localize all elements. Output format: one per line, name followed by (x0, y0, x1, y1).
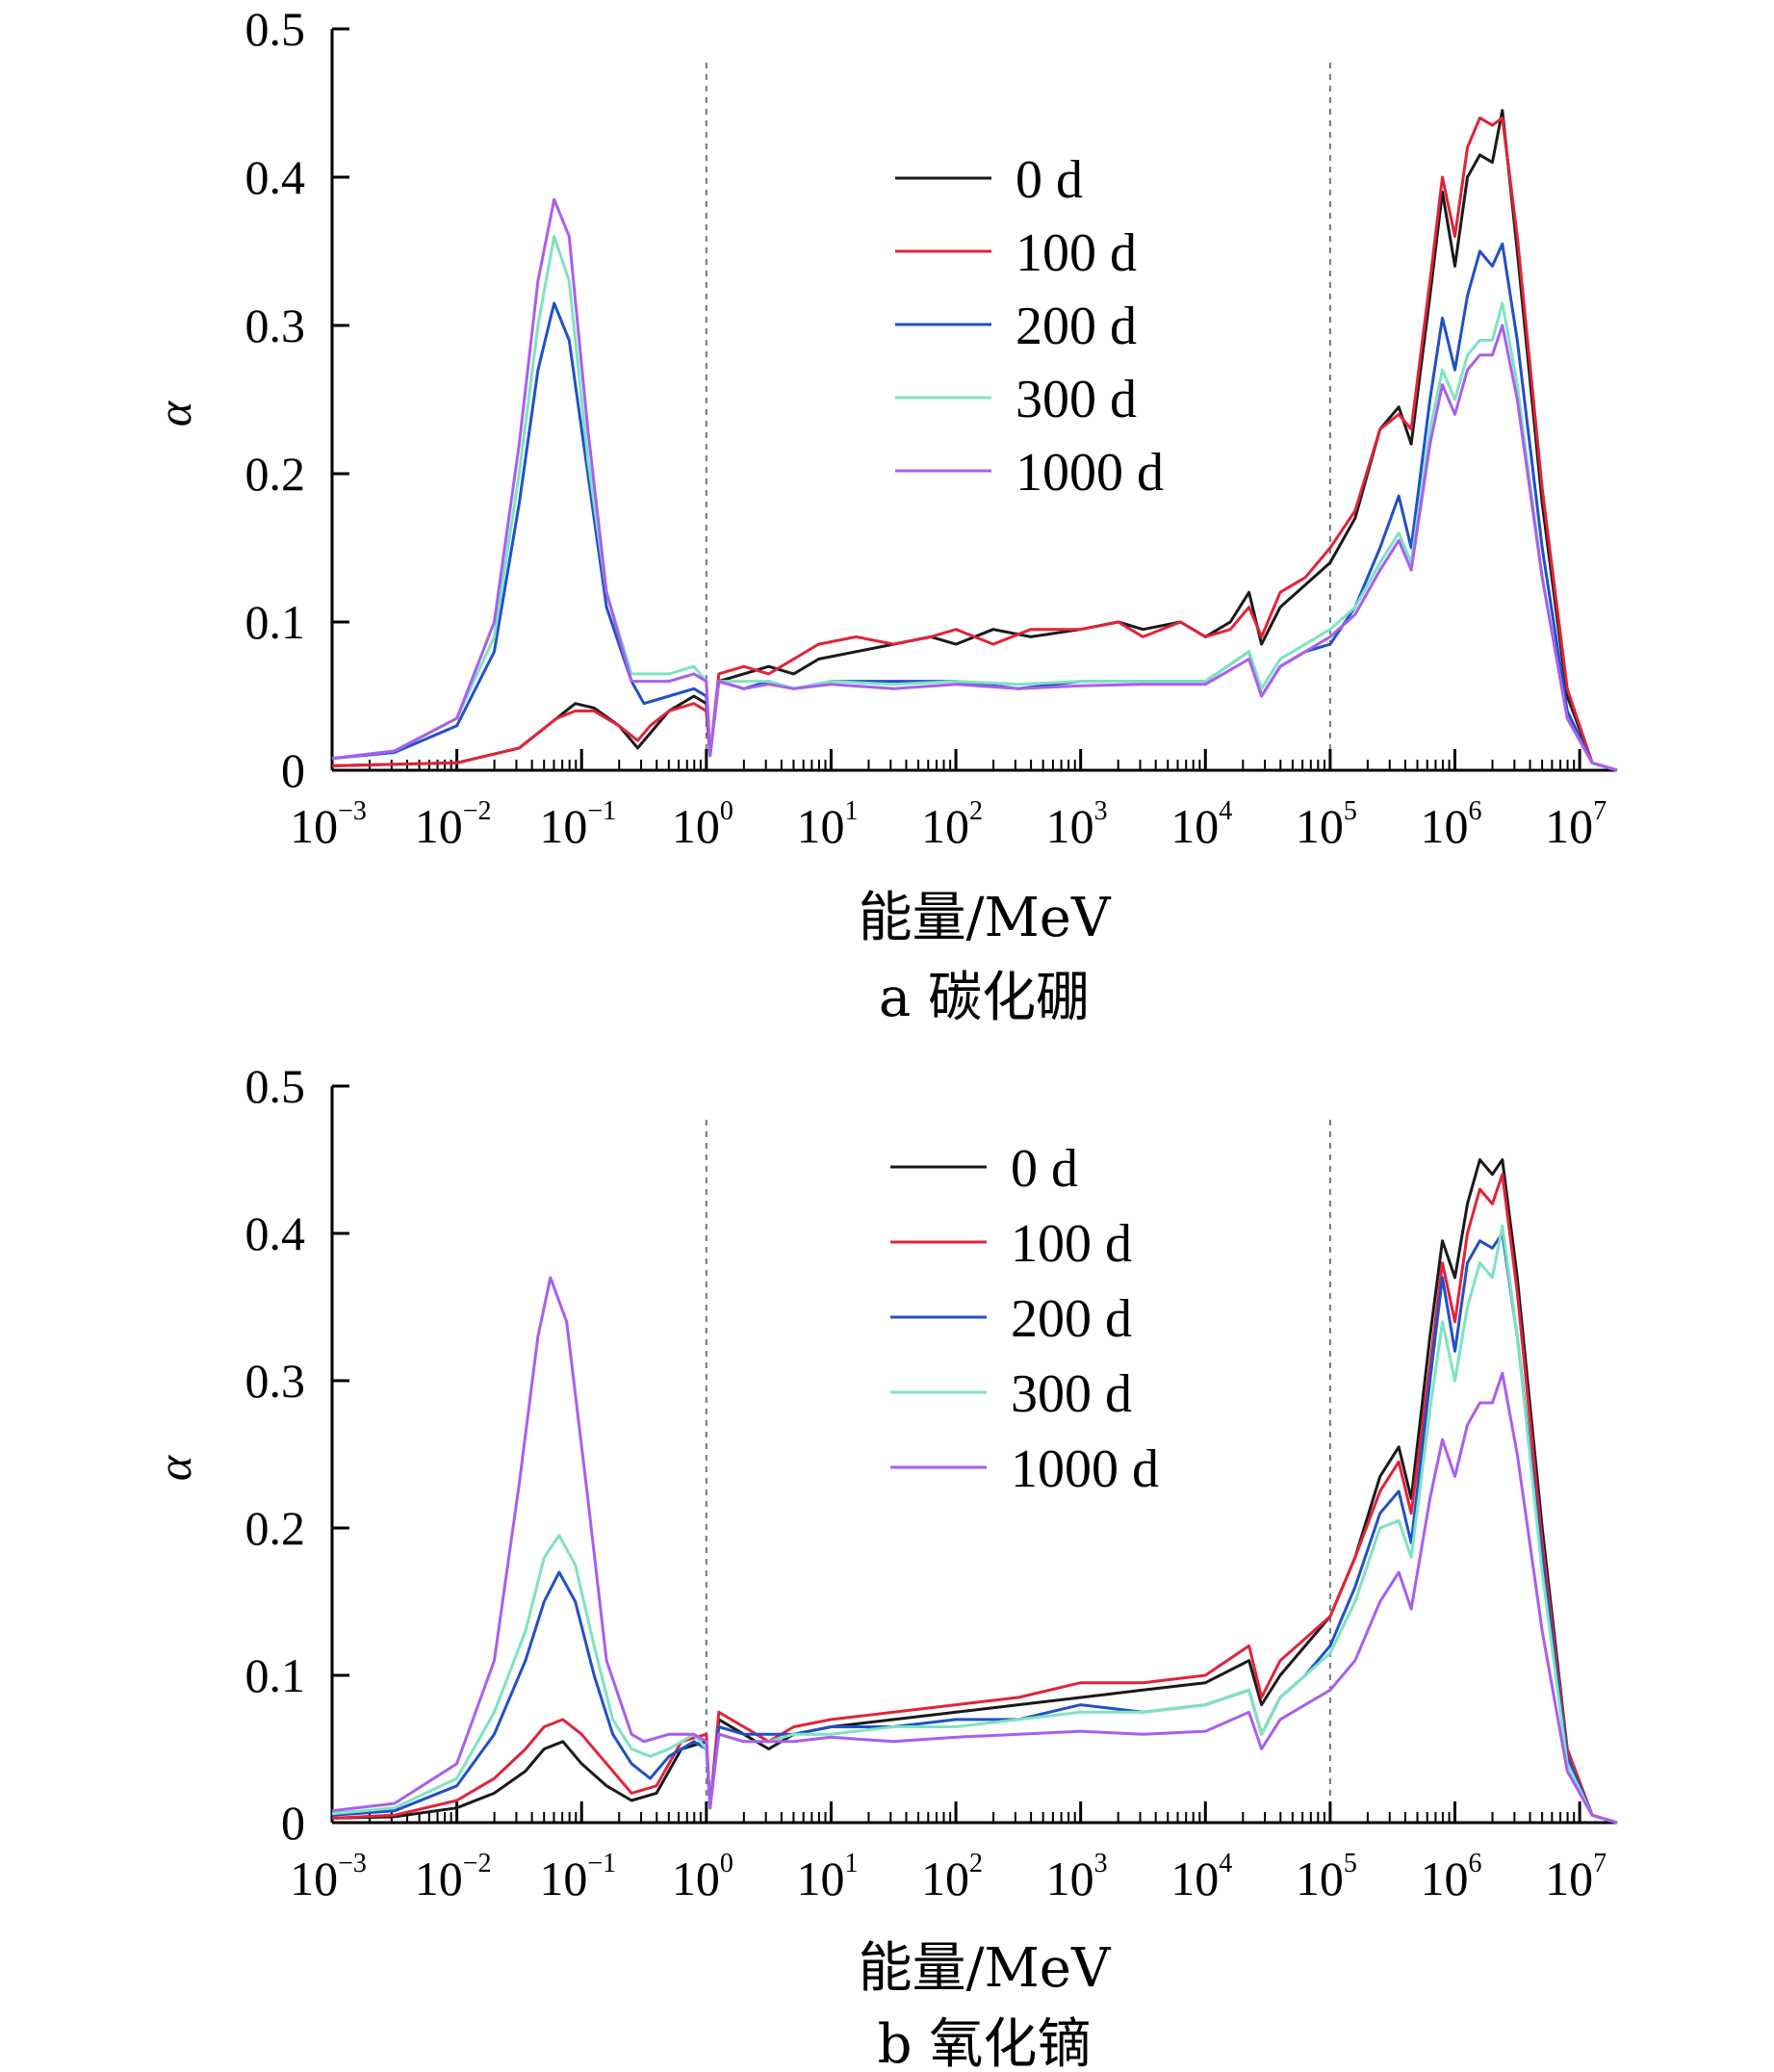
x-tick-label: 107 (1545, 1849, 1607, 1905)
legend-entry: 1000 d (1016, 443, 1164, 503)
y-tick-label: 0.1 (245, 595, 306, 649)
series-line-100d (331, 116, 1618, 772)
series-line-1000d (331, 197, 1618, 772)
legend-entry: 1000 d (1011, 1439, 1159, 1499)
x-tick-label: 103 (1046, 796, 1108, 853)
y-tick-label: 0.4 (245, 150, 306, 204)
legend-entry: 0 d (1011, 1139, 1078, 1199)
legend: 0 d 100 d 200 d 300 d 1000 d (890, 1139, 1159, 1499)
legend-entry: 300 d (1016, 370, 1137, 429)
x-tick-label: 10−2 (415, 796, 492, 853)
x-tick-label: 10−2 (415, 1849, 492, 1905)
x-tick-label: 101 (796, 796, 858, 853)
legend-entry: 200 d (1011, 1289, 1132, 1349)
y-tick-label: 0.5 (245, 1059, 306, 1113)
y-tick-label: 0.2 (245, 1501, 306, 1555)
legend-entry: 100 d (1011, 1214, 1132, 1274)
legend-entry: 0 d (1016, 150, 1083, 210)
y-tick-label: 0.5 (245, 2, 306, 56)
y-axis-label: α (147, 400, 201, 427)
panel-caption: a 碳化硼 (879, 967, 1090, 1029)
x-tick-label: 106 (1421, 1849, 1482, 1905)
series-line-300d (331, 235, 1618, 772)
series-line-200d (331, 1231, 1618, 1825)
x-tick-label: 107 (1545, 796, 1607, 853)
legend-entry: 300 d (1011, 1364, 1132, 1424)
x-tick-label: 10−3 (290, 1849, 367, 1905)
y-tick-label: 0 (281, 743, 305, 797)
x-tick-label: 104 (1170, 1849, 1232, 1905)
x-tick-label: 103 (1046, 1849, 1108, 1905)
x-tick-label: 105 (1296, 796, 1357, 853)
legend-entry: 100 d (1016, 223, 1137, 283)
x-tick-label: 10−1 (539, 796, 616, 853)
x-tick-label: 106 (1421, 796, 1482, 853)
panel-caption: b 氧化镝 (878, 2013, 1092, 2072)
series-line-1000d (331, 1276, 1618, 1825)
x-tick-label: 101 (796, 1849, 858, 1905)
y-tick-label: 0.3 (245, 1354, 306, 1408)
chart-panel-a: 0 0.1 0.2 0.3 0.4 0.5 10−3 10−2 10−1 100 101 102 103… (147, 2, 1618, 1029)
x-tick-label: 10−1 (539, 1849, 616, 1905)
x-tick-label: 105 (1296, 1849, 1357, 1905)
y-tick-label: 0.3 (245, 298, 306, 352)
series-line-200d (331, 242, 1618, 772)
y-tick-label: 0.2 (245, 447, 306, 501)
chart-panel-b: 0 0.1 0.2 0.3 0.4 0.5 10−3 10−2 10−1 100 101 102 103… (147, 1059, 1618, 2072)
x-axis-label: 能量/MeV (859, 887, 1112, 949)
x-tick-label: 100 (672, 796, 733, 853)
y-tick-label: 0.1 (245, 1648, 306, 1702)
series-line-100d (331, 1173, 1618, 1825)
series-line-0d (331, 1158, 1618, 1825)
x-tick-label: 100 (672, 1849, 733, 1905)
x-tick-label: 102 (921, 796, 983, 853)
y-axis-label: α (147, 1454, 201, 1481)
y-tick-label: 0 (281, 1796, 305, 1850)
legend: 0 d 100 d 200 d 300 d 1000 d (895, 150, 1164, 503)
legend-entry: 200 d (1016, 297, 1137, 356)
x-axis-label: 能量/MeV (859, 1937, 1112, 2000)
y-tick-label: 0.4 (245, 1206, 306, 1260)
x-tick-label: 102 (921, 1849, 983, 1905)
x-tick-label: 10−3 (290, 796, 367, 853)
series-line-300d (331, 1224, 1618, 1825)
x-tick-label: 104 (1170, 796, 1232, 853)
